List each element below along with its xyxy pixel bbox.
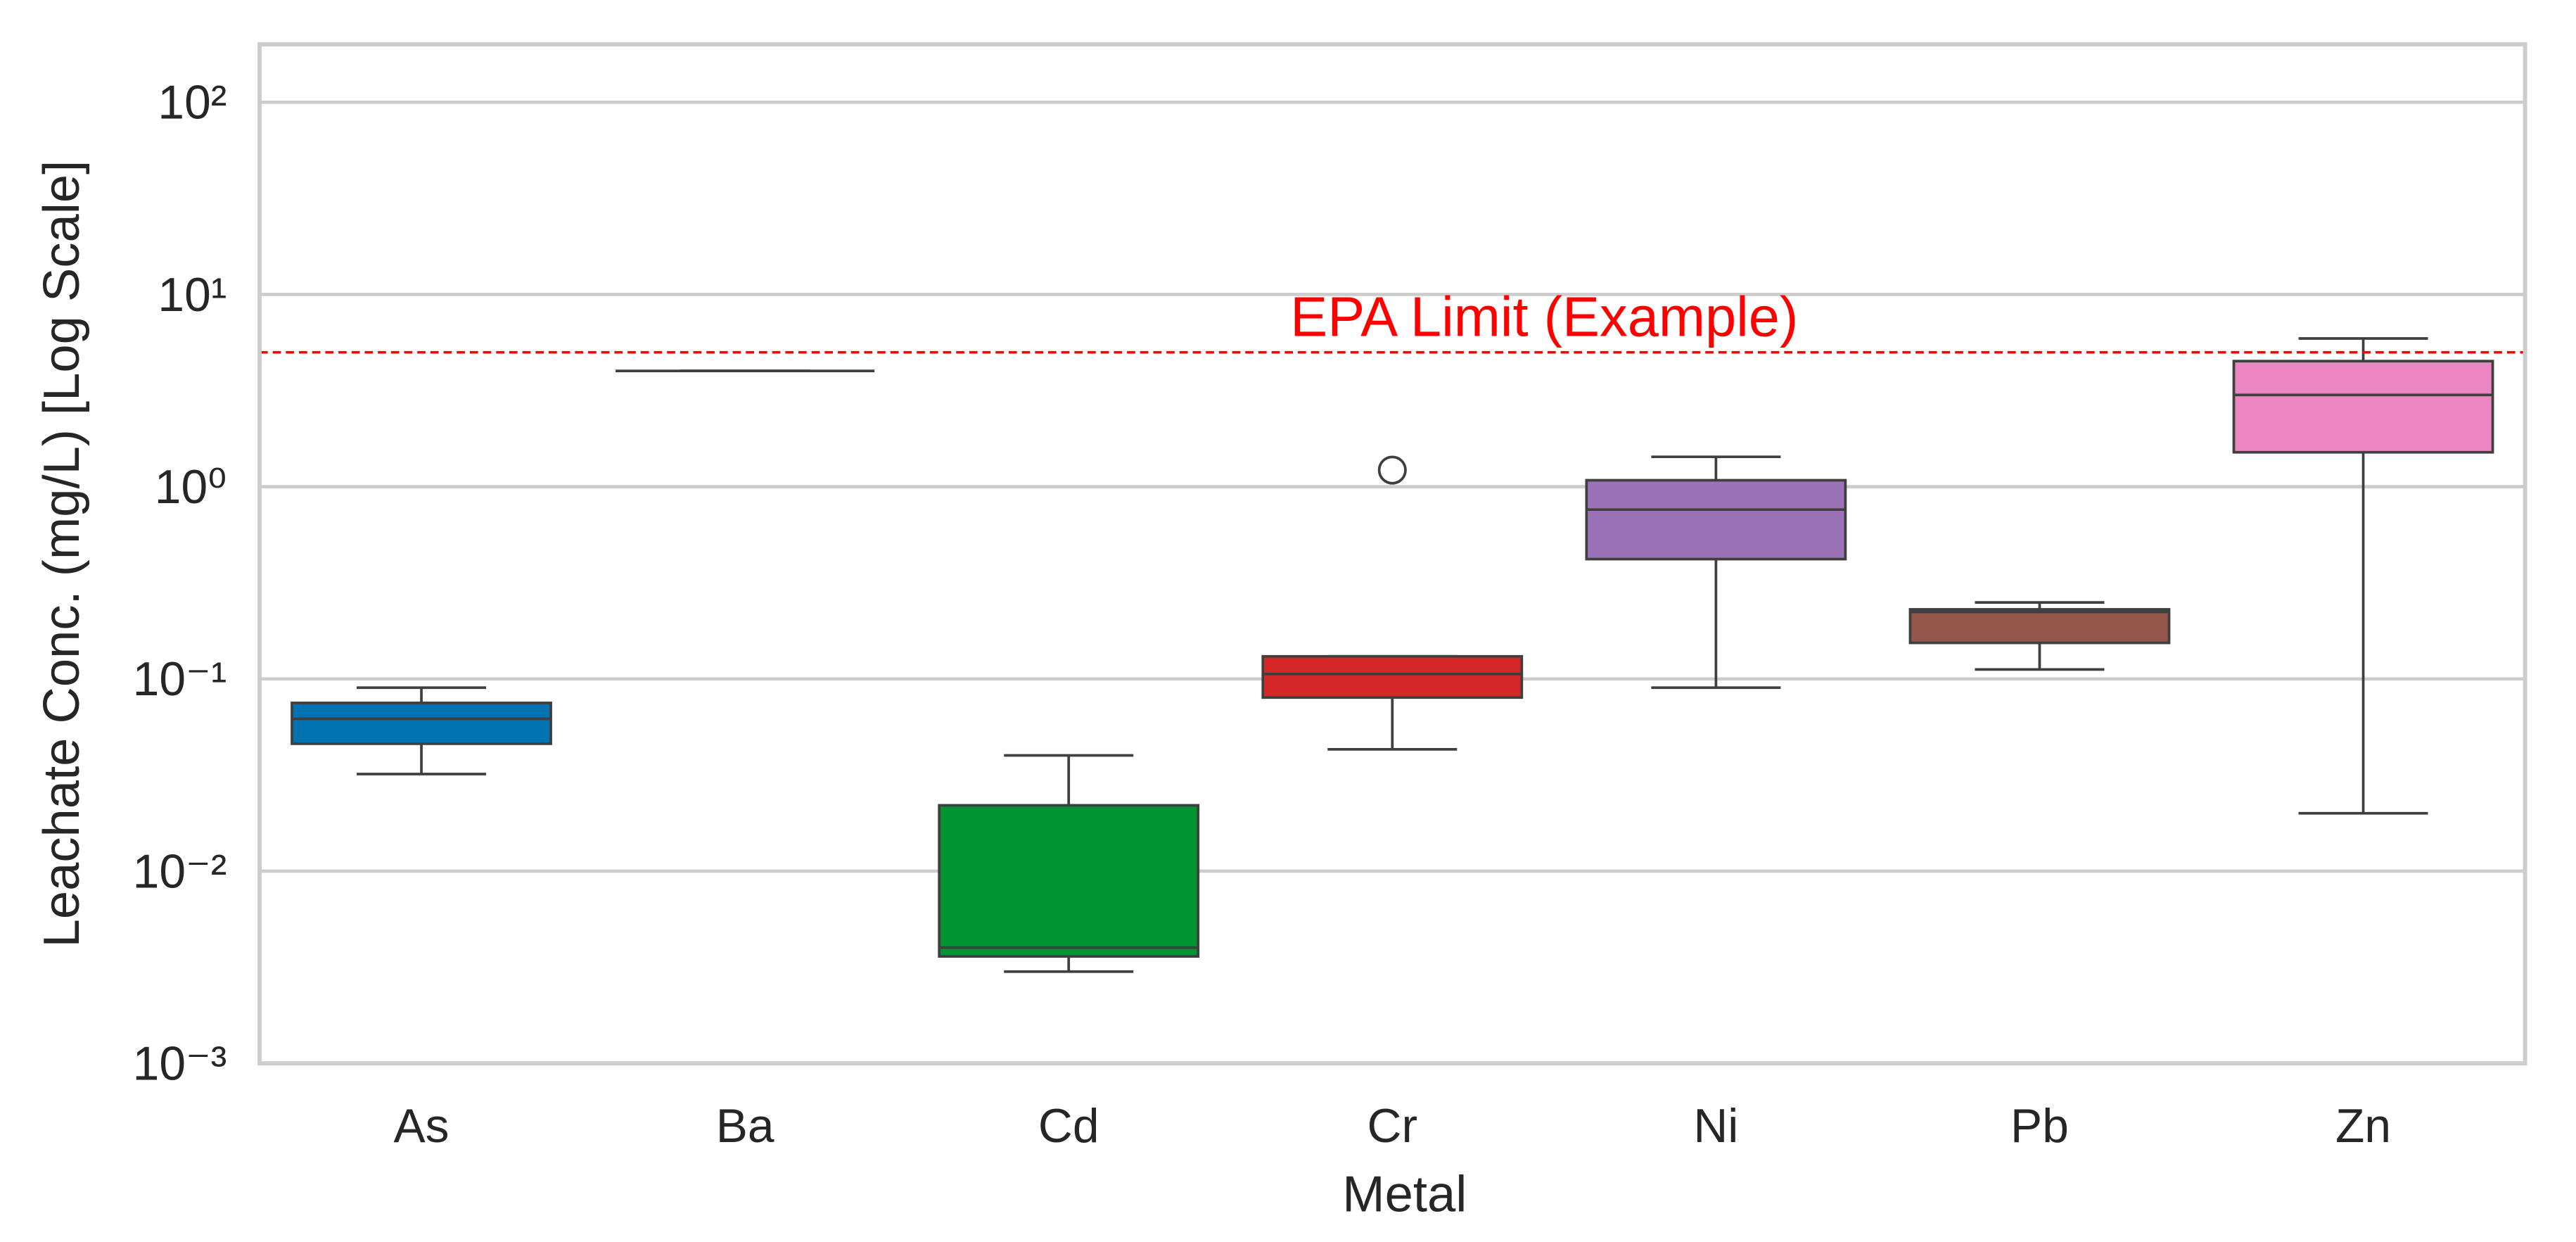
reference-label: EPA Limit (Example) bbox=[1290, 285, 1798, 348]
box bbox=[291, 702, 552, 745]
plot-frame bbox=[257, 42, 2527, 1066]
x-tick-label: Ni bbox=[1693, 1100, 1738, 1153]
y-axis-label: Leachate Conc. (mg/L) [Log Scale] bbox=[33, 160, 90, 948]
box bbox=[1261, 654, 1524, 699]
x-tick-label: Ba bbox=[716, 1100, 774, 1153]
flier bbox=[1377, 455, 1407, 485]
x-tick-label: As bbox=[394, 1100, 449, 1153]
x-axis-label: Metal bbox=[1342, 1165, 1467, 1222]
y-tick-label: 10² bbox=[158, 77, 227, 129]
x-tick-label: Pb bbox=[2010, 1100, 2069, 1153]
x-tick-label: Zn bbox=[2335, 1100, 2391, 1153]
y-tick-label: 10⁰ bbox=[155, 461, 227, 514]
box bbox=[1908, 608, 2171, 645]
x-tick-label: Cd bbox=[1038, 1100, 1099, 1153]
y-tick-label: 10¹ bbox=[158, 269, 227, 322]
y-tick-label: 10⁻¹ bbox=[133, 653, 227, 706]
y-tick-label: 10⁻² bbox=[133, 845, 227, 898]
y-tick-label: 10⁻³ bbox=[133, 1037, 227, 1090]
box bbox=[938, 804, 1200, 958]
box bbox=[2232, 360, 2494, 454]
box bbox=[1585, 479, 1847, 561]
x-tick-label: Cr bbox=[1367, 1100, 1417, 1153]
